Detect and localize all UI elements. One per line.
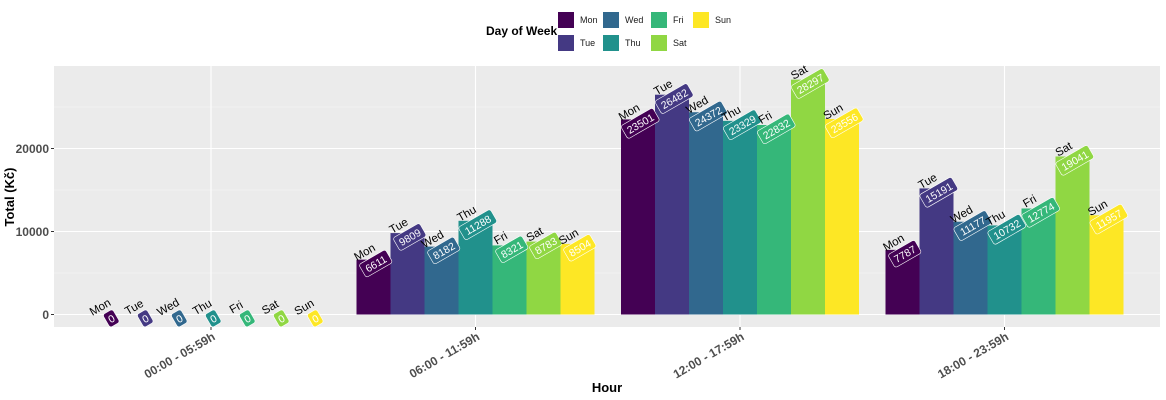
x-tick-label: 06:00 - 11:59h xyxy=(407,329,482,380)
bar-value-box xyxy=(1055,145,1094,176)
legend-label: Sat xyxy=(673,38,687,48)
y-tick-label: 10000 xyxy=(16,225,50,239)
bar-value-box xyxy=(919,177,958,208)
bar-value-box xyxy=(621,108,660,139)
legend-item-sat: Sat xyxy=(651,35,687,51)
legend: Day of Week Mon Tue Wed Thu Fri Sat Sun xyxy=(486,12,731,51)
legend-label: Sun xyxy=(715,15,731,25)
x-axis-title: Hour xyxy=(592,380,622,395)
legend-swatch xyxy=(603,12,619,28)
y-axis: 0 10000 20000 xyxy=(16,142,54,322)
grid-lines xyxy=(54,66,1160,327)
bar-tue-18-00-23-59h xyxy=(919,188,954,315)
y-tick-label: 0 xyxy=(42,308,49,322)
legend-swatch xyxy=(558,35,574,51)
bar-day-label: Fri xyxy=(1021,193,1039,210)
x-tick-label: 12:00 - 17:59h xyxy=(671,329,747,381)
legend-swatch xyxy=(651,35,667,51)
legend-label: Tue xyxy=(580,38,595,48)
legend-swatch xyxy=(558,12,574,28)
bar-value-label: 0 xyxy=(242,313,253,326)
bar-day-label: Fri xyxy=(228,299,246,316)
bar-tue-12-00-17-59h xyxy=(655,94,689,315)
legend-title: Day of Week xyxy=(486,24,557,38)
x-tick-label: 18:00 - 23:59h xyxy=(935,329,1011,381)
legend-label: Fri xyxy=(673,15,684,25)
bar-value-label: 0 xyxy=(208,313,219,326)
bar-value-box xyxy=(825,107,864,139)
x-tick-label: 00:00 - 05:59h xyxy=(142,329,218,381)
bar-value-box xyxy=(987,214,1026,245)
bar-value-box xyxy=(273,309,290,328)
bar-value-box xyxy=(888,240,922,268)
bar-value-box xyxy=(137,309,154,328)
bar-value-box xyxy=(495,235,529,263)
bar-value-box xyxy=(563,234,597,262)
bar-value-box xyxy=(723,109,762,140)
bar-value-label: 0 xyxy=(174,313,185,326)
bar-thu-12-00-17-59h xyxy=(723,120,757,315)
bar-day-label: Fri xyxy=(492,230,510,247)
bar-value-box xyxy=(1089,204,1128,235)
legend-item-thu: Thu xyxy=(603,35,641,51)
bar-value-box xyxy=(171,309,188,328)
bar-value-box xyxy=(239,309,256,328)
bar-value-box xyxy=(689,100,728,132)
bar-sun-12-00-17-59h xyxy=(825,118,859,315)
bar-value-box xyxy=(393,223,427,251)
bar-sat-12-00-17-59h xyxy=(791,79,825,315)
bar-value-box xyxy=(427,236,461,265)
bar-value-label: 0 xyxy=(106,313,117,326)
bar-value-box xyxy=(205,309,222,328)
bar-value-box xyxy=(529,231,563,260)
bar-sat-18-00-23-59h xyxy=(1055,156,1090,315)
bar-fri-12-00-17-59h xyxy=(757,124,791,315)
bar-value-box xyxy=(791,68,830,99)
legend-item-wed: Wed xyxy=(603,12,643,28)
legend-label: Mon xyxy=(580,15,598,25)
legend-item-tue: Tue xyxy=(558,35,595,51)
bar-value-label: 0 xyxy=(140,313,151,326)
bar-value-box xyxy=(953,210,992,241)
bar-value-box xyxy=(655,83,694,114)
bar-value-box xyxy=(103,309,120,328)
bar-value-box xyxy=(307,309,324,328)
legend-item-mon: Mon xyxy=(558,12,598,28)
x-axis: 00:00 - 05:59h 06:00 - 11:59h 12:00 - 17:5… xyxy=(142,327,1011,381)
legend-item-sun: Sun xyxy=(693,12,731,28)
bar-value-label: 0 xyxy=(276,313,287,326)
bar-value-box xyxy=(458,209,497,240)
bar-mon-12-00-17-59h xyxy=(621,119,655,315)
y-tick-label: 20000 xyxy=(16,142,50,156)
y-axis-title: Total (Kč) xyxy=(2,168,17,227)
legend-swatch xyxy=(693,12,709,28)
legend-item-fri: Fri xyxy=(651,12,684,28)
bar-wed-12-00-17-59h xyxy=(689,112,723,315)
legend-swatch xyxy=(651,12,667,28)
bar-value-box xyxy=(359,249,393,278)
legend-label: Wed xyxy=(625,15,643,25)
bar-value-box xyxy=(1021,197,1060,228)
bars xyxy=(356,79,1124,315)
legend-label: Thu xyxy=(625,38,641,48)
bar-day-label: Fri xyxy=(757,110,775,127)
legend-swatch xyxy=(603,35,619,51)
bar-value-label: 0 xyxy=(310,313,321,326)
bar-value-box xyxy=(757,113,796,145)
